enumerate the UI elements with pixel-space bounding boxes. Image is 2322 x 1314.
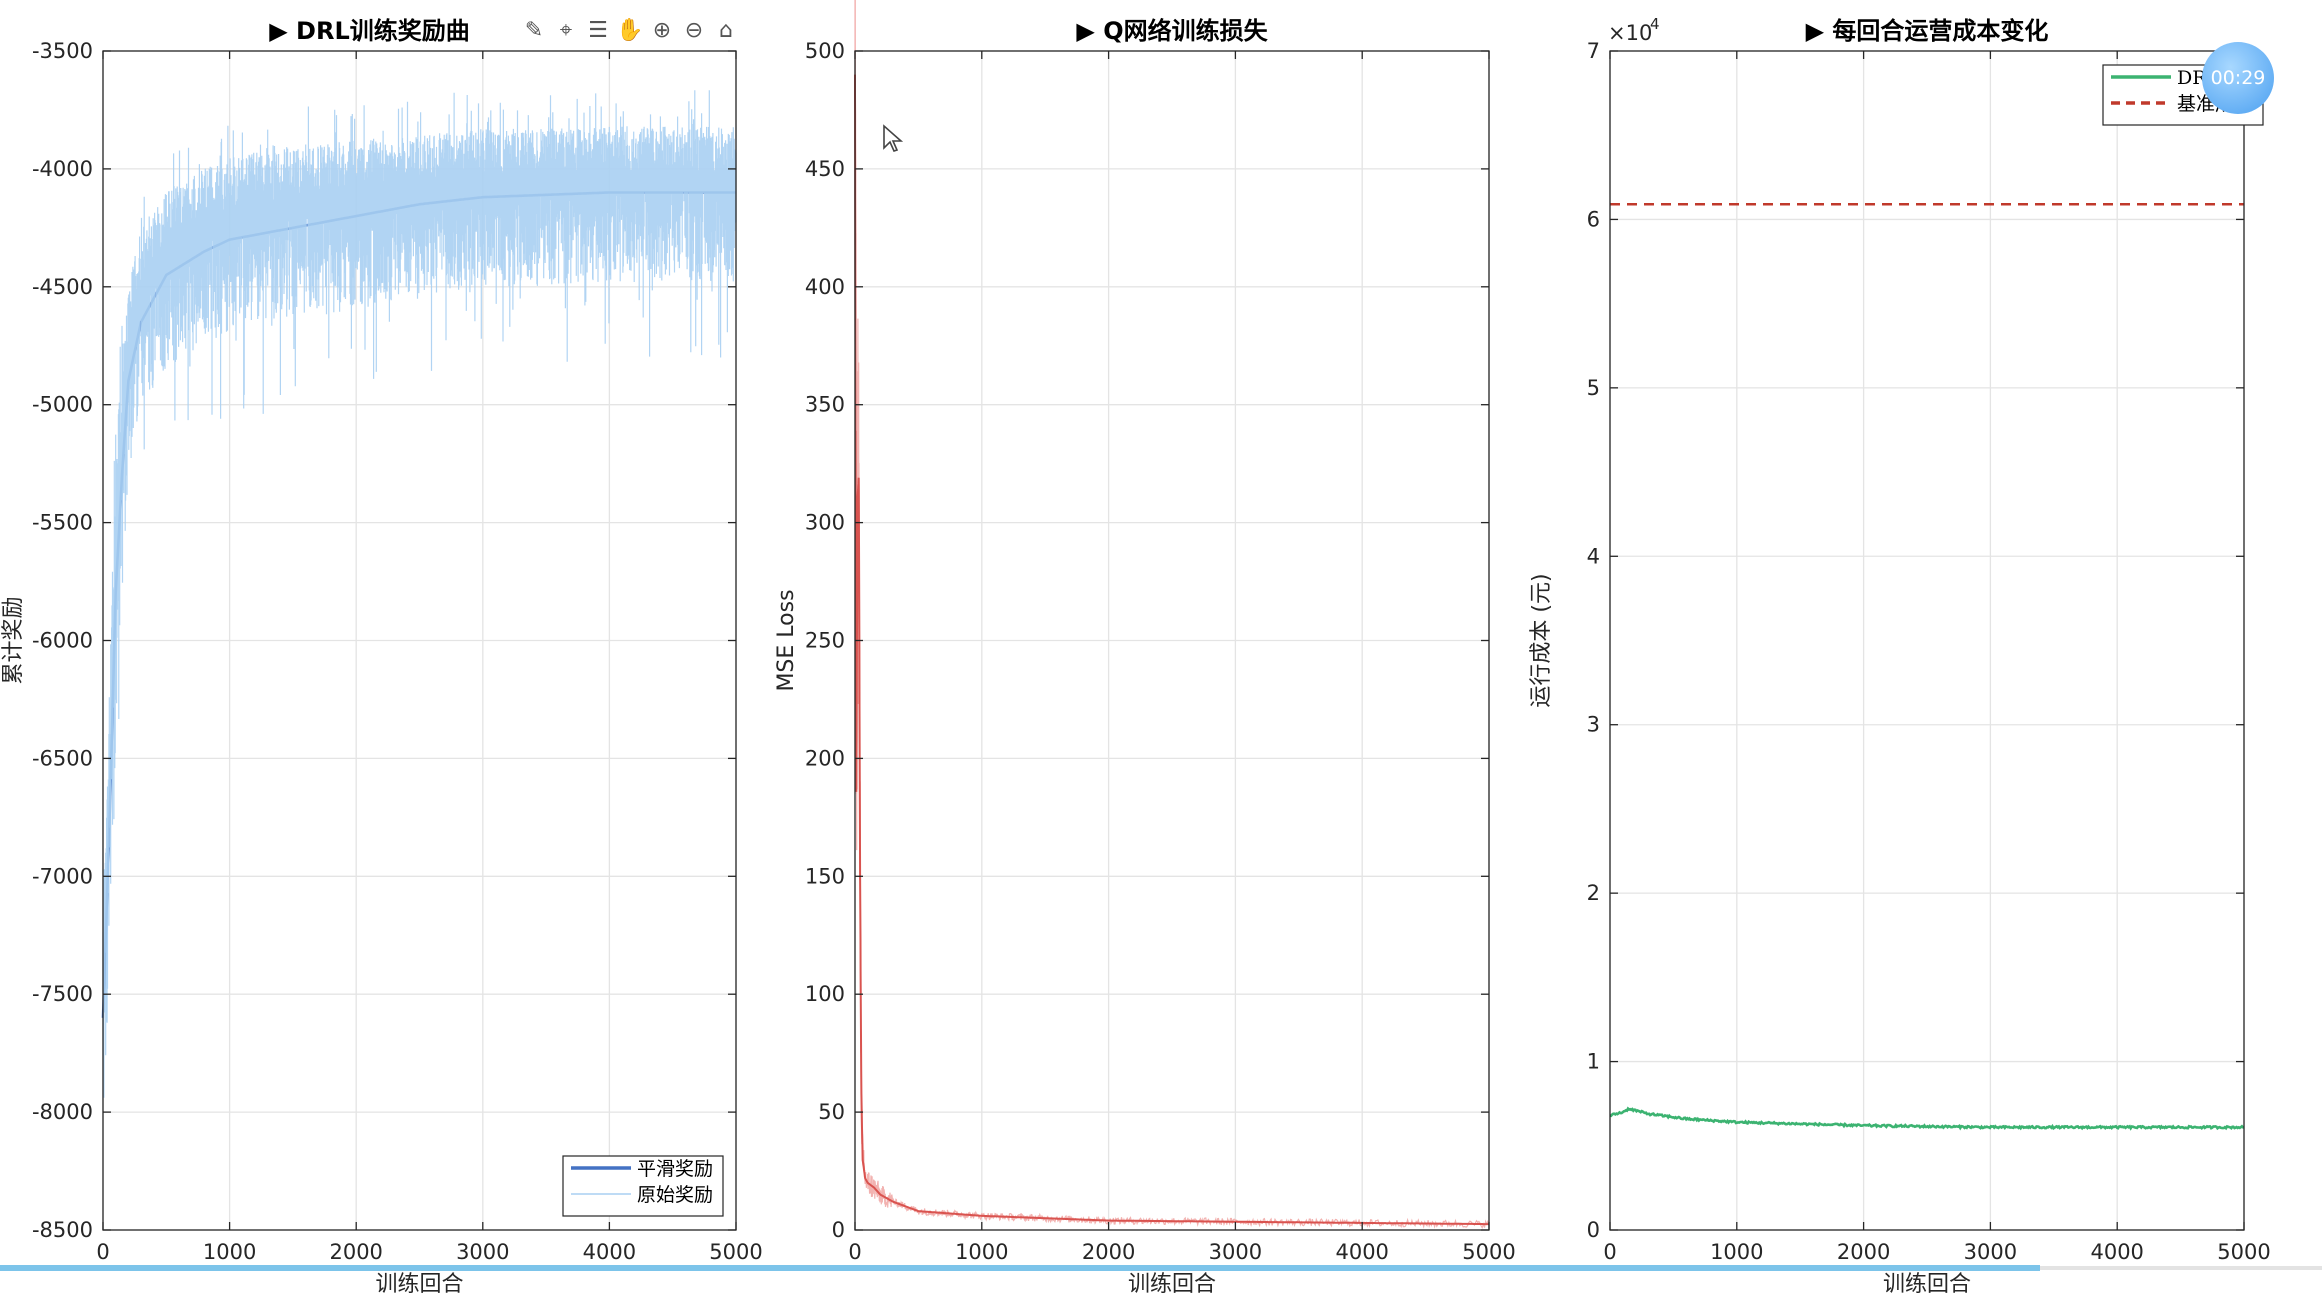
x-tick-label: 0 [1603, 1240, 1616, 1264]
chart-title: ▶ DRL训练奖励曲 [269, 17, 470, 45]
timer-badge: 00:29 [2202, 42, 2274, 114]
reward-chart: 0 1000 2000 3000 4000 5000 -3500 -4000 -4500 -500… [1, 17, 763, 1297]
x-axis-label: 训练回合 [375, 1272, 463, 1297]
y-tick-label: -3500 [32, 39, 93, 63]
x-tick-label: 3000 [456, 1240, 509, 1264]
y-multiplier: ×10 [1608, 21, 1652, 45]
x-tick-label: 5000 [1462, 1240, 1515, 1264]
y-tick-label: -4000 [32, 157, 93, 181]
loss-series [854, 74, 1489, 1226]
x-tick-label: 1000 [1710, 1240, 1763, 1264]
zoom-in-icon[interactable]: ⊕ [652, 18, 672, 43]
x-tick-label: 0 [848, 1240, 861, 1264]
y-tick-label: 6 [1587, 207, 1600, 231]
y-tick-label: 450 [805, 157, 845, 181]
y-tick-label: 0 [1587, 1218, 1600, 1242]
y-axis-label: 累计奖励 [1, 596, 26, 684]
y-tick-label: 250 [805, 629, 845, 653]
y-tick-label: -8000 [32, 1100, 93, 1124]
y-tick-label: 5 [1587, 376, 1600, 400]
x-tick-label: 3000 [1209, 1240, 1262, 1264]
y-tick-label: 150 [805, 864, 845, 888]
y-axis-label: 运行成本 (元) [1529, 573, 1554, 707]
y-tick-label: 4 [1587, 544, 1600, 568]
y-tick-label: -7000 [32, 864, 93, 888]
video-progress-remaining[interactable] [2040, 1266, 2322, 1270]
pan-hand-icon[interactable]: ✋ [616, 18, 644, 43]
legend-label: 原始奖励 [637, 1184, 713, 1206]
loss-chart: 0 1000 2000 3000 4000 5000 0 50 100 150 200 250 300 3… [774, 0, 1516, 1297]
y-tick-label: -6500 [32, 746, 93, 770]
legend-label: 平滑奖励 [637, 1158, 713, 1180]
x-tick-label: 5000 [2217, 1240, 2270, 1264]
x-axis-label: 训练回合 [1128, 1272, 1216, 1297]
y-tick-label: 3 [1587, 713, 1600, 737]
chart-title: ▶ 每回合运营成本变化 [1806, 17, 2049, 45]
y-multiplier-exponent: 4 [1650, 15, 1660, 33]
x-tick-label: 5000 [709, 1240, 762, 1264]
x-tick-label: 4000 [583, 1240, 636, 1264]
x-tick-label: 2000 [329, 1240, 382, 1264]
brush-icon[interactable]: ✎ [524, 18, 544, 43]
y-tick-label: -5000 [32, 393, 93, 417]
x-tick-label: 3000 [1964, 1240, 2017, 1264]
x-tick-label: 4000 [1335, 1240, 1388, 1264]
x-axis-label: 训练回合 [1883, 1272, 1971, 1297]
y-tick-label: 50 [818, 1100, 845, 1124]
axes-frame [1609, 50, 2245, 1231]
y-tick-label: 500 [805, 39, 845, 63]
y-tick-label: -8500 [32, 1218, 93, 1242]
mouse-cursor-icon [883, 124, 904, 152]
drl-cost-series [1609, 1106, 2245, 1131]
y-axis-label: MSE Loss [774, 589, 799, 691]
y-tick-label: -7500 [32, 982, 93, 1006]
y-tick-label: 300 [805, 511, 845, 535]
y-tick-label: -5500 [32, 511, 93, 535]
zoom-out-icon[interactable]: ⊖ [684, 18, 704, 43]
y-tick-label: 350 [805, 393, 845, 417]
y-tick-label: 200 [805, 746, 845, 770]
y-tick-label: 2 [1587, 881, 1600, 905]
axes-background [1610, 51, 2244, 1230]
home-icon[interactable]: ⌂ [719, 18, 733, 43]
chart-title: ▶ Q网络训练损失 [1076, 17, 1268, 45]
x-tick-label: 2000 [1082, 1240, 1135, 1264]
x-tick-label: 1000 [955, 1240, 1008, 1264]
x-tick-label: 4000 [2090, 1240, 2143, 1264]
x-tick-label: 2000 [1837, 1240, 1890, 1264]
data-tip-icon[interactable]: ⌖ [559, 18, 573, 43]
x-tick-label: 1000 [203, 1240, 256, 1264]
y-tick-label: -6000 [32, 629, 93, 653]
y-tick-label: 100 [805, 982, 845, 1006]
y-tick-label: 1 [1587, 1050, 1600, 1074]
y-tick-label: 400 [805, 275, 845, 299]
legend-toggle-icon[interactable]: ☰ [588, 18, 608, 43]
legend-box [562, 1155, 724, 1217]
y-tick-label: -4500 [32, 275, 93, 299]
video-progress-bar[interactable] [0, 1265, 2040, 1271]
y-tick-label: 0 [832, 1218, 845, 1242]
x-tick-label: 0 [96, 1240, 109, 1264]
cost-chart: 0 1000 2000 3000 4000 5000 0 1 2 3 4 5 6 7 ▶ 每回合运营成本变化… [1529, 15, 2271, 1297]
y-tick-label: 7 [1587, 39, 1600, 63]
figure-toolbar: ✎ ⌖ ☰ ✋ ⊕ ⊖ ⌂ [520, 16, 740, 50]
